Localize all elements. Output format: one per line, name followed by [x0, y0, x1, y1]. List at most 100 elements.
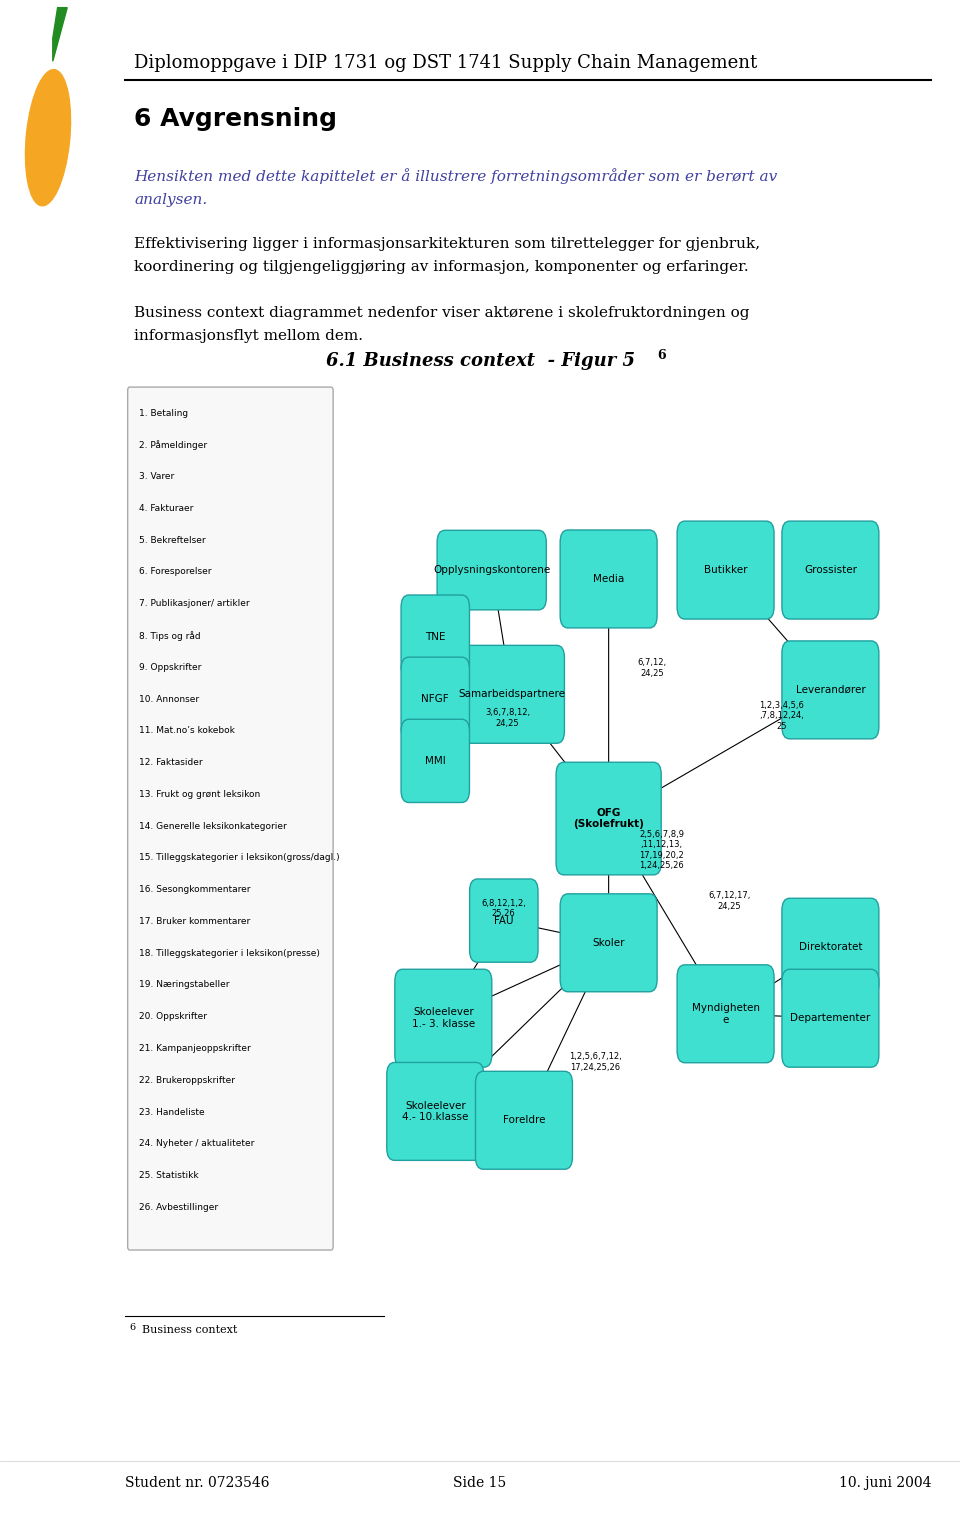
FancyBboxPatch shape [401, 595, 469, 678]
Text: Opplysningskontorene: Opplysningskontorene [433, 565, 550, 575]
FancyBboxPatch shape [387, 1062, 484, 1160]
Text: 2,5,6,7,8,9
,11,12,13,
17,19,20,2
1,24,25,26: 2,5,6,7,8,9 ,11,12,13, 17,19,20,2 1,24,2… [639, 829, 684, 871]
Text: 13. Frukt og grønt leksikon: 13. Frukt og grønt leksikon [139, 789, 260, 799]
Text: Skoleelever
1.- 3. klasse: Skoleelever 1.- 3. klasse [412, 1007, 475, 1030]
Text: 20. Oppskrifter: 20. Oppskrifter [139, 1013, 207, 1021]
Text: 8. Tips og råd: 8. Tips og råd [139, 630, 201, 641]
Text: Business context: Business context [142, 1325, 237, 1336]
FancyArrowPatch shape [728, 572, 828, 687]
FancyBboxPatch shape [781, 970, 879, 1068]
Text: Direktoratet: Direktoratet [799, 942, 862, 952]
FancyBboxPatch shape [475, 1071, 572, 1169]
FancyArrowPatch shape [438, 693, 508, 699]
Text: Butikker: Butikker [704, 565, 747, 575]
Text: MMI: MMI [425, 756, 445, 767]
Text: 6,8,12,1,2,
25,26: 6,8,12,1,2, 25,26 [481, 900, 526, 918]
Text: 1,2,5,6,7,12,
17,24,25,26: 1,2,5,6,7,12, 17,24,25,26 [568, 1053, 621, 1073]
Text: 6. Foresporelser: 6. Foresporelser [139, 568, 212, 577]
Text: 21. Kampanjeoppskrifter: 21. Kampanjeoppskrifter [139, 1043, 251, 1053]
Text: 7. Publikasjoner/ artikler: 7. Publikasjoner/ artikler [139, 600, 250, 607]
Text: 3. Varer: 3. Varer [139, 473, 175, 480]
FancyBboxPatch shape [781, 641, 879, 739]
FancyArrowPatch shape [445, 923, 502, 1014]
Text: Effektivisering ligger i informasjonsarkitekturen som tilrettelegger for gjenbru: Effektivisering ligger i informasjonsark… [134, 237, 760, 274]
Text: Hensikten med dette kapittelet er å illustrere forretningsområder som er berørt : Hensikten med dette kapittelet er å illu… [134, 168, 778, 207]
FancyBboxPatch shape [560, 529, 657, 627]
Ellipse shape [26, 70, 70, 205]
FancyBboxPatch shape [459, 646, 564, 744]
Text: 14. Generelle leksikonkategorier: 14. Generelle leksikonkategorier [139, 822, 287, 831]
Text: FAU: FAU [494, 915, 514, 926]
Text: Media: Media [593, 574, 624, 584]
FancyArrowPatch shape [491, 574, 512, 692]
Text: Leverandører: Leverandører [796, 685, 865, 695]
FancyBboxPatch shape [437, 531, 546, 610]
Text: Foreldre: Foreldre [503, 1115, 545, 1125]
Text: 3,6,7,8,12,
24,25: 3,6,7,8,12, 24,25 [485, 708, 530, 728]
FancyArrowPatch shape [730, 1011, 827, 1021]
FancyArrowPatch shape [526, 947, 607, 1117]
FancyArrowPatch shape [438, 638, 509, 692]
FancyBboxPatch shape [560, 894, 657, 991]
FancyBboxPatch shape [556, 762, 661, 875]
FancyArrowPatch shape [438, 698, 509, 759]
Text: 18. Tilleggskategorier i leksikon(presse): 18. Tilleggskategorier i leksikon(presse… [139, 949, 320, 958]
Text: 10. Annonser: 10. Annonser [139, 695, 200, 704]
FancyArrowPatch shape [729, 950, 827, 1011]
Text: OFG
(Skolefrukt): OFG (Skolefrukt) [573, 808, 644, 829]
Text: Side 15: Side 15 [453, 1476, 507, 1490]
FancyBboxPatch shape [469, 878, 538, 962]
FancyBboxPatch shape [677, 965, 774, 1063]
FancyBboxPatch shape [128, 387, 333, 1250]
Text: 19. Næringstabeller: 19. Næringstabeller [139, 981, 229, 990]
Text: 1. Betaling: 1. Betaling [139, 409, 188, 418]
Text: 9. Oppskrifter: 9. Oppskrifter [139, 662, 202, 672]
Text: 6.1 Business context  - Figur 5: 6.1 Business context - Figur 5 [325, 352, 635, 370]
FancyArrowPatch shape [515, 698, 606, 815]
FancyArrowPatch shape [607, 583, 611, 814]
Text: Student nr. 0723546: Student nr. 0723546 [125, 1476, 270, 1490]
Text: 24. Nyheter / aktualiteter: 24. Nyheter / aktualiteter [139, 1140, 254, 1149]
Text: TNE: TNE [425, 632, 445, 641]
FancyBboxPatch shape [781, 522, 879, 620]
Text: 25. Statistikk: 25. Statistikk [139, 1170, 199, 1180]
Text: 1,2,3,4,5,6
,7,8,12,24,
25: 1,2,3,4,5,6 ,7,8,12,24, 25 [759, 701, 804, 731]
Text: Grossister: Grossister [804, 565, 857, 575]
FancyArrowPatch shape [438, 944, 607, 1109]
FancyBboxPatch shape [401, 719, 469, 803]
Text: 23. Handeliste: 23. Handeliste [139, 1108, 204, 1117]
Text: Departementer: Departementer [790, 1013, 871, 1024]
Text: Diplomoppgave i DIP 1731 og DST 1741 Supply Chain Management: Diplomoppgave i DIP 1731 og DST 1741 Sup… [134, 54, 757, 72]
FancyArrowPatch shape [611, 822, 724, 1010]
Text: 6,7,12,17,
24,25: 6,7,12,17, 24,25 [708, 890, 751, 910]
FancyBboxPatch shape [781, 898, 879, 996]
Text: Skoleelever
4.- 10.klasse: Skoleelever 4.- 10.klasse [402, 1100, 468, 1121]
Text: 4. Fakturaer: 4. Fakturaer [139, 503, 194, 513]
Text: Business context diagrammet nedenfor viser aktørene i skolefruktordningen og
inf: Business context diagrammet nedenfor vis… [134, 306, 750, 343]
Text: Skoler: Skoler [592, 938, 625, 947]
Text: 16. Sesongkommentarer: 16. Sesongkommentarer [139, 886, 251, 894]
FancyBboxPatch shape [395, 970, 492, 1068]
Text: 17. Bruker kommentarer: 17. Bruker kommentarer [139, 916, 251, 926]
Polygon shape [53, 8, 67, 61]
Text: 2. Påmeldinger: 2. Påmeldinger [139, 441, 207, 450]
Text: 22. Brukeroppskrifter: 22. Brukeroppskrifter [139, 1076, 235, 1085]
FancyBboxPatch shape [677, 522, 774, 620]
Text: 6,7,12,
24,25: 6,7,12, 24,25 [637, 658, 666, 678]
Text: NFGF: NFGF [421, 693, 449, 704]
Text: Myndigheten
e: Myndigheten e [691, 1004, 759, 1025]
Text: 15. Tilleggskategorier i leksikon(gross/dagl.): 15. Tilleggskategorier i leksikon(gross/… [139, 854, 340, 863]
FancyArrowPatch shape [508, 920, 605, 942]
Text: Samarbeidspartnere: Samarbeidspartnere [458, 690, 565, 699]
Text: 12. Faktasider: 12. Faktasider [139, 757, 203, 767]
FancyArrowPatch shape [612, 692, 827, 817]
Text: 11. Mat.no’s kokebok: 11. Mat.no’s kokebok [139, 727, 235, 736]
FancyBboxPatch shape [401, 656, 469, 741]
Text: 6: 6 [130, 1323, 135, 1333]
Text: 10. juni 2004: 10. juni 2004 [839, 1476, 931, 1490]
FancyArrowPatch shape [607, 823, 611, 939]
Text: 5. Bekreftelser: 5. Bekreftelser [139, 536, 205, 545]
Text: 6: 6 [658, 349, 666, 361]
Text: 6 Avgrensning: 6 Avgrensning [134, 107, 337, 132]
FancyArrowPatch shape [447, 944, 606, 1017]
